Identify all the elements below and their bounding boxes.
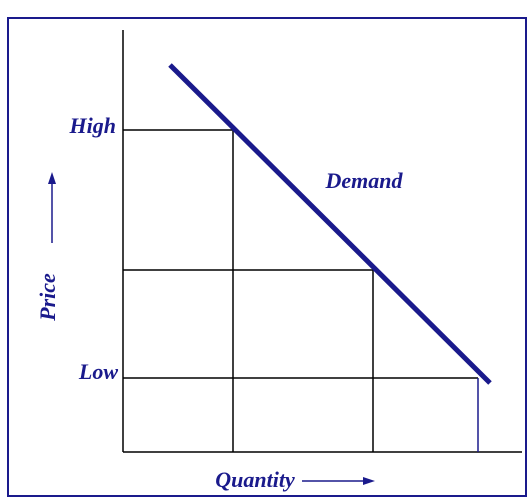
low-label: Low	[78, 359, 118, 384]
frame	[7, 17, 527, 497]
x-arrow	[302, 477, 375, 485]
y-arrow	[48, 172, 56, 243]
curve-label: Demand	[325, 168, 404, 193]
high-label: High	[69, 113, 116, 138]
y-axis-title: Price	[35, 273, 60, 322]
x-axis-title: Quantity	[215, 467, 295, 492]
demand-curve	[168, 63, 492, 385]
